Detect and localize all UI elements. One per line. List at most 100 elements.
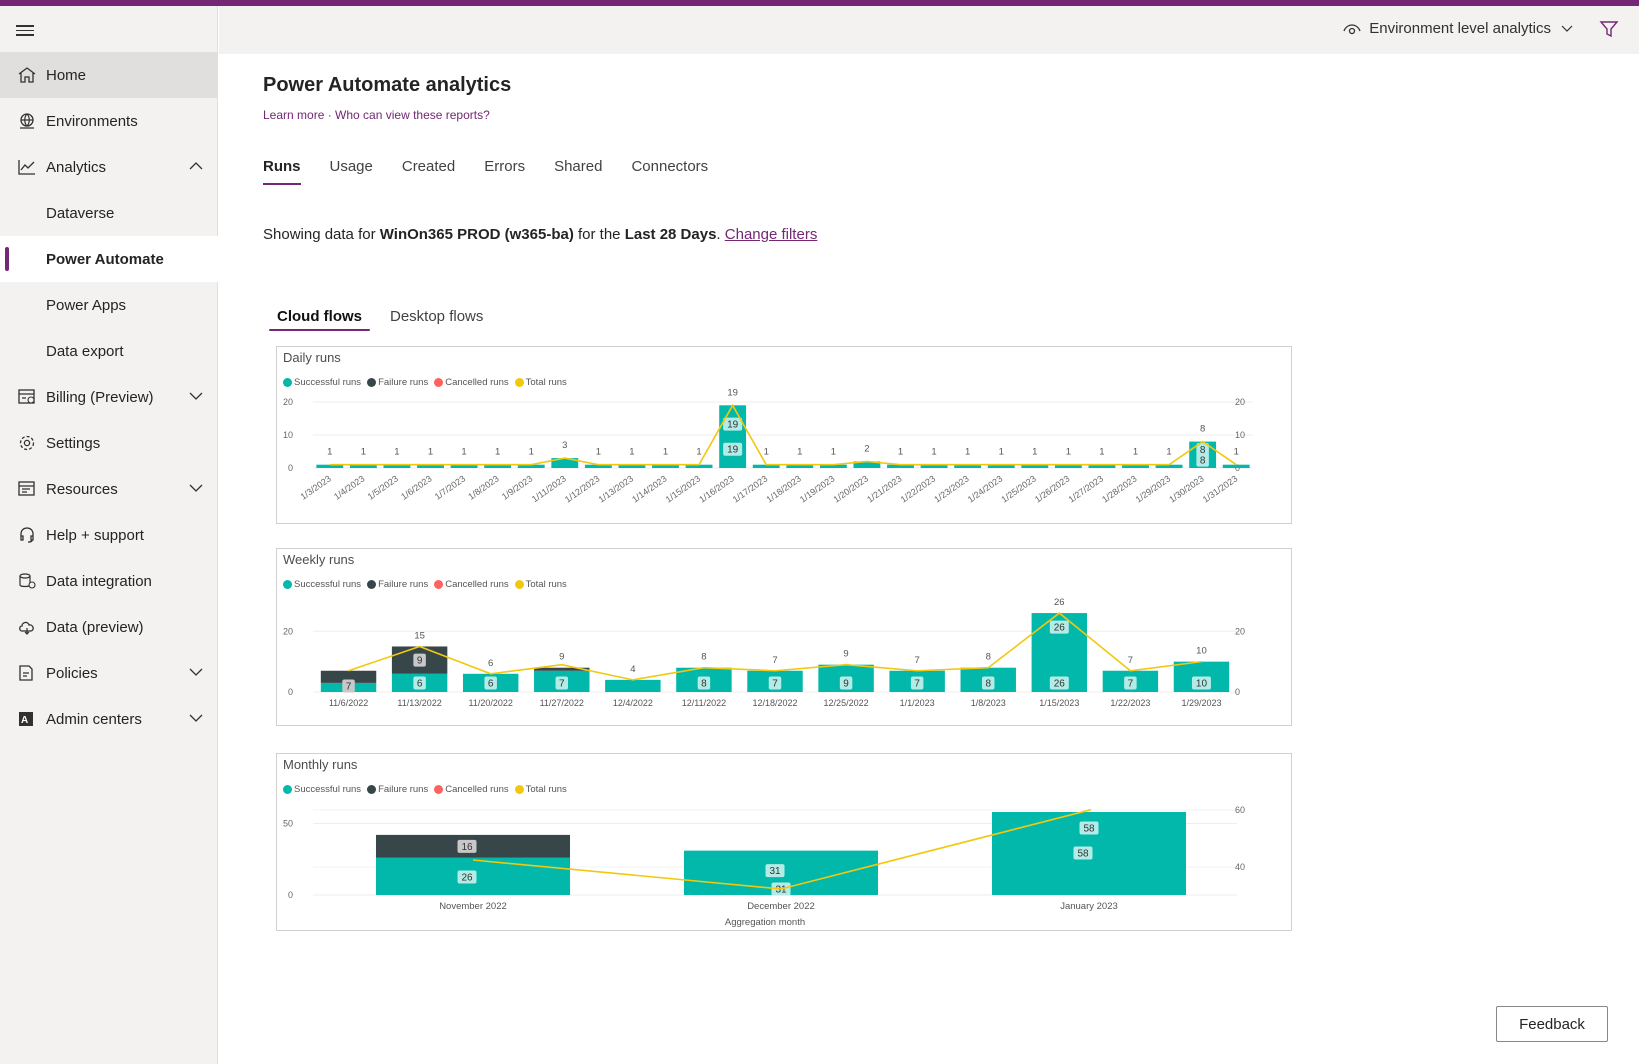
sidebar-item-home[interactable]: Home [0,52,218,98]
legend-item-failure[interactable]: Failure runs [367,784,428,795]
tab-connectors[interactable]: Connectors [631,158,709,175]
sidebar-item-power-apps[interactable]: Power Apps [0,282,218,328]
sidebar-item-label: Help + support [46,526,144,544]
sidebar-item-data-preview[interactable]: Data (preview) [0,604,218,650]
legend-item-cancelled[interactable]: Cancelled runs [434,579,509,590]
chart-legend: Successful runs Failure runs Cancelled r… [283,377,573,388]
x-tick-label: 1/5/2023 [366,473,400,501]
legend-item-total[interactable]: Total runs [514,579,567,590]
x-tick-label: 1/20/2023 [832,473,871,504]
filter-icon[interactable] [1599,19,1619,39]
sidebar-item-analytics[interactable]: Analytics [0,144,218,190]
environment-analytics-dropdown[interactable]: Environment level analytics [1343,20,1581,37]
sidebar-item-power-automate[interactable]: Power Automate [0,236,218,282]
chevron-down-icon[interactable] [188,482,204,494]
x-tick-label: 1/8/2023 [971,698,1006,708]
legend-item-failure[interactable]: Failure runs [367,377,428,388]
x-tick-label: November 2022 [439,901,507,912]
data-label-bg [457,839,477,853]
gear-icon [19,435,35,451]
feedback-button[interactable]: Feedback [1496,1006,1608,1042]
legend-item-cancelled[interactable]: Cancelled runs [434,784,509,795]
legend-item-failure[interactable]: Failure runs [367,579,428,590]
tab-runs[interactable]: Runs [263,158,301,185]
admin-icon: A [19,712,33,726]
legend-item-successful[interactable]: Successful runs [283,784,361,795]
data-label: 9 [843,679,849,690]
bar-successful [819,464,847,468]
sidebar-item-data-integration[interactable]: Data integration [0,558,218,604]
main-content: Power Automate analytics Learn more · Wh… [219,54,1639,1064]
data-label: 7 [772,679,778,690]
monthly-runs-chart: 0 50 40 60 16 26 November 2022 31 31 December 202… [283,805,1245,928]
x-tick-label: 11/6/2022 [329,698,368,708]
legend-item-cancelled[interactable]: Cancelled runs [434,377,509,388]
tab-created[interactable]: Created [401,158,456,175]
legend-item-total[interactable]: Total runs [514,784,567,795]
period-suffix: . [716,226,721,243]
chevron-down-icon[interactable] [188,390,204,402]
sidebar-item-admin-centers[interactable]: A Admin centers [0,696,218,742]
x-tick-label: 1/21/2023 [865,473,904,504]
bar-successful [584,464,612,468]
legend-label: Successful runs [294,579,362,590]
data-label-bg [457,870,477,884]
bar-successful [685,464,713,468]
total-label: 19 [727,387,738,398]
x-tick-label: 1/23/2023 [932,473,971,504]
tab-shared[interactable]: Shared [554,158,603,175]
data-label: 6 [488,679,494,690]
sidebar-item-label: Analytics [46,158,107,176]
sidebar-item-help-support[interactable]: Help + support [0,512,218,558]
data-label: 8 [701,679,707,690]
showing-prefix: Showing data for [263,226,380,243]
legend-label: Total runs [525,579,567,590]
sidebar-item-resources[interactable]: Resources [0,466,218,512]
total-label: 1 [1032,447,1037,458]
who-can-view-link[interactable]: Who can view these reports? [335,108,490,122]
x-tick-label: 11/27/2022 [540,698,584,708]
data-label-bg [555,676,569,690]
period-label: Last 28 Days [624,226,717,243]
tab-errors[interactable]: Errors [484,158,526,175]
data-label-bg [765,864,785,878]
total-label: 1 [394,447,399,458]
chart-title: Weekly runs [283,552,355,567]
y-tick-label: 0 [288,463,293,473]
chevron-down-icon[interactable] [188,712,204,724]
data-label: 16 [461,842,473,853]
data-label-bg [1196,443,1209,457]
hamburger-menu-icon[interactable] [16,22,36,42]
tab-usage[interactable]: Usage [329,158,373,175]
tab-desktop-flows[interactable]: Desktop flows [390,308,484,325]
sidebar-item-data-export[interactable]: Data export [0,328,218,374]
tab-cloud-flows[interactable]: Cloud flows [269,308,370,331]
x-tick-label: 1/25/2023 [999,473,1038,504]
bar-successful [383,464,411,468]
sidebar-item-policies[interactable]: Policies [0,650,218,696]
legend-item-successful[interactable]: Successful runs [283,377,361,388]
chevron-down-icon[interactable] [188,666,204,678]
data-label: 31 [769,866,781,877]
daily-runs-chart: 001010202011/3/202311/4/202311/5/202311/… [283,387,1253,505]
sidebar-item-billing[interactable]: Billing (Preview) [0,374,218,420]
legend-item-total[interactable]: Total runs [514,377,567,388]
sidebar-item-environments[interactable]: Environments [0,98,218,144]
link-separator: · [324,108,336,122]
total-label: 1 [831,447,836,458]
sidebar-item-settings[interactable]: Settings [0,420,218,466]
legend-item-successful[interactable]: Successful runs [283,579,361,590]
x-tick-label: 1/8/2023 [466,473,500,501]
change-filters-link[interactable]: Change filters [724,226,818,243]
sidebar-item-label: Resources [46,480,118,498]
learn-more-link[interactable]: Learn more [263,108,325,122]
data-label: 26 [461,873,473,884]
chevron-up-icon[interactable] [188,160,204,172]
total-label: 1 [1066,447,1071,458]
data-label: 9 [417,656,423,667]
sidebar-item-dataverse[interactable]: Dataverse [0,190,218,236]
x-tick-label: 1/6/2023 [399,473,433,501]
monthly-runs-panel: Monthly runs Successful runs Failure run… [276,753,1292,931]
data-label-bg [723,417,743,431]
sidebar-item-label: Dataverse [46,204,115,222]
